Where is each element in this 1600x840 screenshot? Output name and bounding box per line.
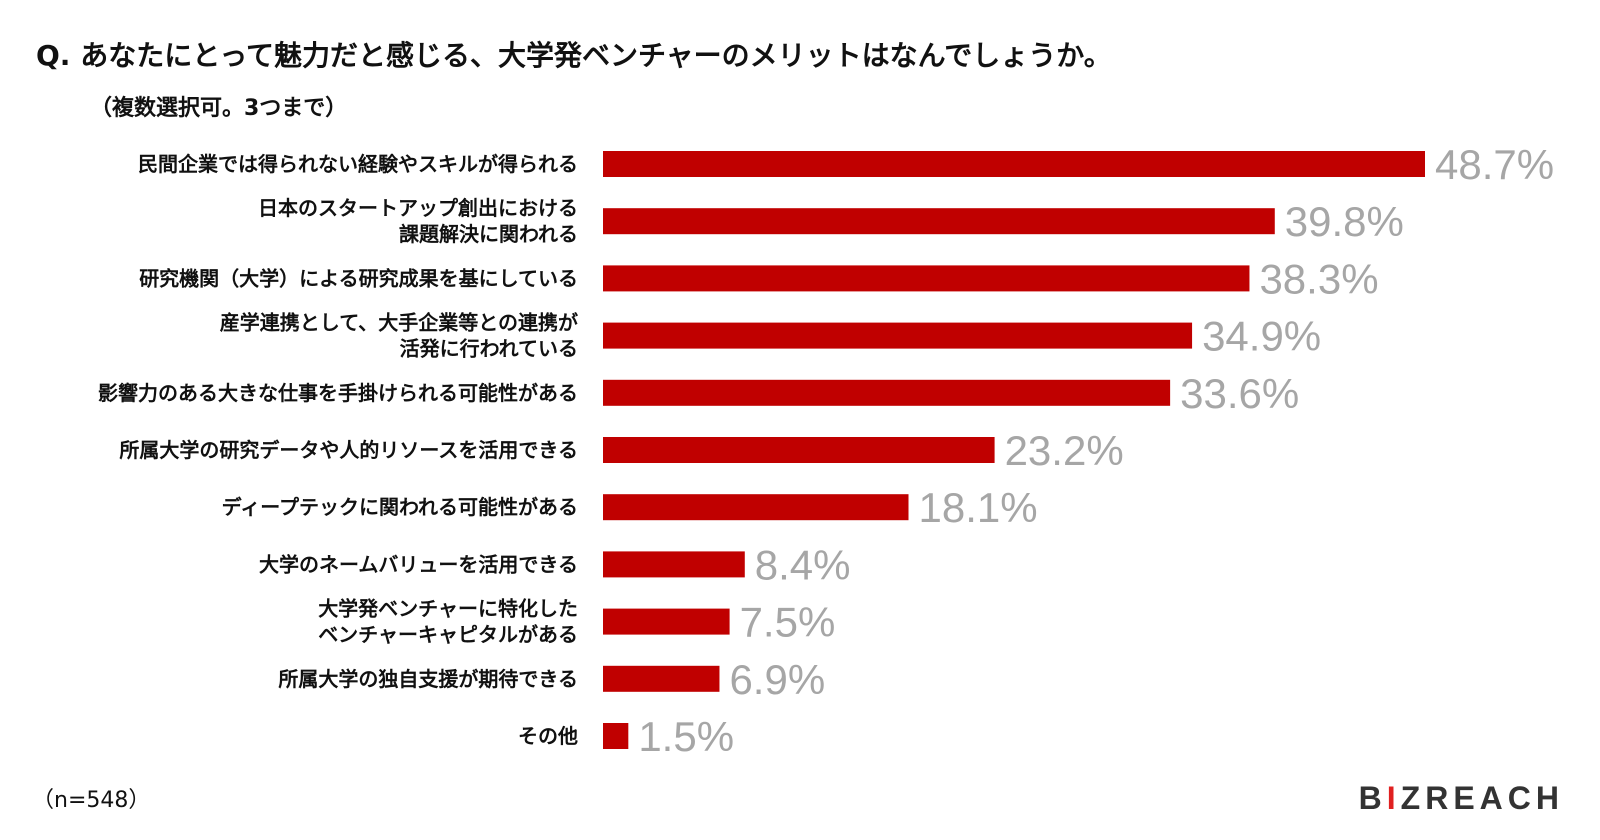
chart-subtitle: （複数選択可。3つまで） [90,96,348,121]
category-label-8: 大学のネームバリューを活用できる [259,552,578,576]
category-label-6: 所属大学の研究データや人的リソースを活用できる [119,438,578,462]
bar-10 [603,665,720,692]
value-label-6: 23.2% [1005,427,1124,474]
category-label-1: 民間企業では得られない経験やスキルが得られる [138,152,578,176]
bar-9 [603,608,730,635]
logo-letter-h: H [1535,780,1564,816]
value-label-10: 6.9% [729,656,825,703]
value-label-11: 1.5% [638,713,734,760]
sample-size-note: （n=548） [32,788,151,813]
bar-8 [603,551,745,578]
category-label-10: 所属大学の独自支援が期待できる [278,667,578,691]
bar-2 [603,208,1275,235]
logo-letters-zreac: ZREAC [1400,780,1536,816]
category-label-9-line-1: 大学発ベンチャーに特化した [318,597,578,621]
value-label-7: 18.1% [919,484,1038,531]
category-label-2-line-1: 日本のスタートアップ創出における [258,196,578,220]
bizreach-logo: BIZREACH [1359,780,1564,817]
logo-letter-i: I [1386,780,1401,816]
bar-6 [603,437,995,463]
bar-11 [603,723,629,749]
bar-3 [603,265,1250,292]
category-label-2-line-2: 課題解決に関われる [399,222,578,246]
bar-4 [603,322,1193,349]
category-label-9-line-2: ベンチャーキャピタルがある [318,623,578,647]
bar-7 [603,494,909,521]
value-label-5: 33.6% [1180,370,1299,417]
value-label-9: 7.5% [740,599,836,646]
category-label-3: 研究機関（大学）による研究成果を基にしている [139,266,578,290]
category-label-4-line-2: 活発に行われている [400,337,578,361]
bar-1 [603,151,1425,177]
bar-5 [603,379,1171,406]
value-label-8: 8.4% [755,541,851,588]
category-label-4-line-1: 産学連携として、大手企業等との連携が [220,311,578,335]
category-label-5: 影響力のある大きな仕事を手掛けられる可能性がある [98,381,578,405]
category-label-11: その他 [518,724,578,748]
chart-title: Q. あなたにとって魅力だと感じる、大学発ベンチャーのメリットはなんでしょうか。 [36,39,1112,72]
value-label-2: 39.8% [1285,198,1404,245]
value-label-3: 38.3% [1259,255,1378,302]
value-label-4: 34.9% [1202,313,1321,360]
value-label-1: 48.7% [1435,141,1554,188]
logo-letter-b: B [1358,780,1387,816]
category-label-7: ディープテックに関われる可能性がある [222,495,578,519]
